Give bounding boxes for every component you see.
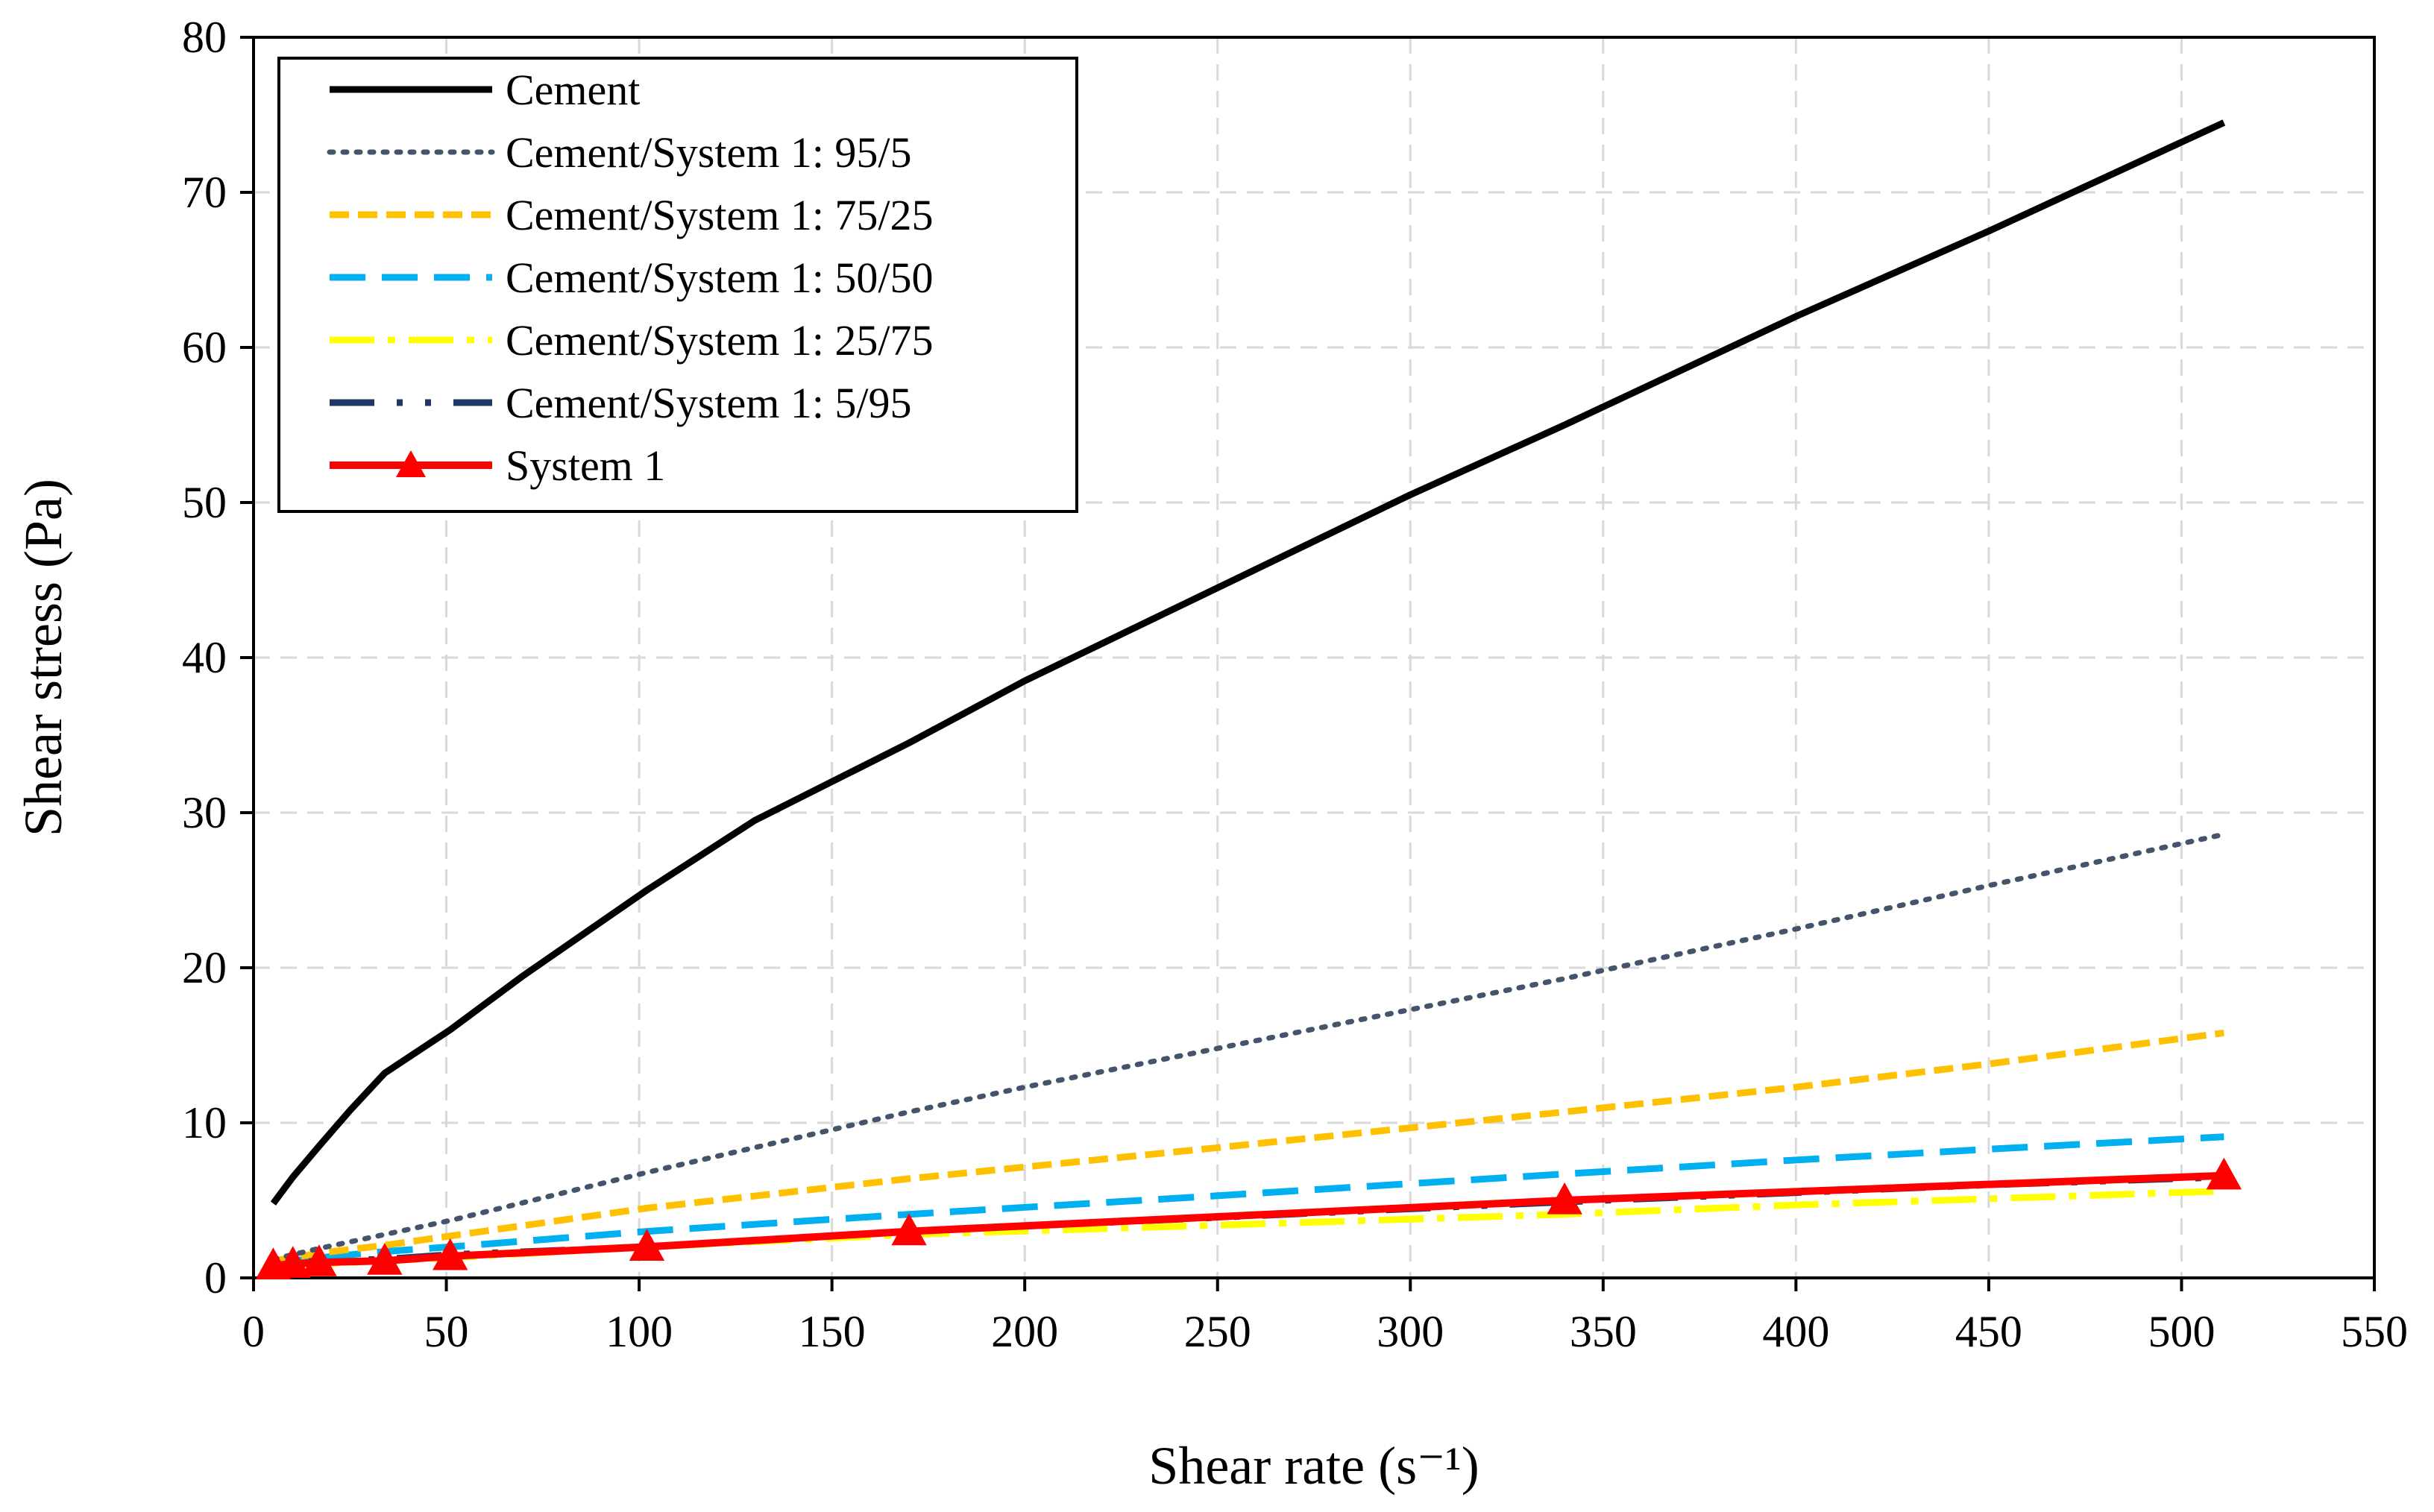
legend-entry: System 1 bbox=[330, 441, 665, 490]
legend-label: Cement bbox=[506, 66, 640, 114]
data-point-marker bbox=[1547, 1182, 1582, 1215]
x-tick-label: 450 bbox=[1955, 1307, 2022, 1356]
series-cement bbox=[270, 119, 2226, 1206]
legend-entry: Cement bbox=[330, 66, 640, 114]
legend-items: Cement Cement/System 1: 95/5 Cement/System… bbox=[327, 66, 934, 490]
y-tick-label: 10 bbox=[182, 1098, 227, 1147]
data-point-marker bbox=[367, 1243, 403, 1275]
legend-label: Cement/System 1: 75/25 bbox=[506, 191, 934, 239]
y-tick-label: 0 bbox=[204, 1253, 227, 1302]
y-tick-label: 80 bbox=[182, 13, 227, 62]
x-tick-label: 400 bbox=[1762, 1307, 1829, 1356]
y-tick-label: 20 bbox=[182, 943, 227, 992]
data-point-marker bbox=[629, 1229, 665, 1261]
series-layer bbox=[255, 119, 2242, 1279]
series-line bbox=[273, 1133, 2224, 1266]
x-tick-label: 350 bbox=[1570, 1307, 1637, 1356]
y-tick-label: 60 bbox=[182, 323, 227, 372]
x-tick-label: 50 bbox=[424, 1307, 469, 1356]
legend: Cement Cement/System 1: 95/5 Cement/System… bbox=[277, 57, 1078, 513]
legend-box bbox=[277, 57, 1078, 513]
legend-label: Cement/System 1: 25/75 bbox=[506, 316, 934, 365]
data-point-marker bbox=[2206, 1157, 2242, 1190]
series-cement-system-1-95-5 bbox=[270, 831, 2227, 1262]
series-line bbox=[270, 831, 2227, 1262]
x-tick-label: 150 bbox=[799, 1307, 866, 1356]
series-line bbox=[270, 119, 2226, 1206]
legend-entry: Cement/System 1: 5/95 bbox=[330, 379, 912, 427]
data-point-marker bbox=[433, 1238, 468, 1270]
tick-layer: 0 50 100 150 200 250 300 350 400 450 500 550 0 10 20 30… bbox=[182, 13, 2408, 1356]
x-tick-label: 550 bbox=[2341, 1307, 2408, 1356]
legend-label: Cement/System 1: 95/5 bbox=[506, 128, 912, 177]
y-tick-label: 70 bbox=[182, 168, 227, 217]
legend-label: Cement/System 1: 50/50 bbox=[506, 253, 934, 302]
series-cement-system-1-50-50 bbox=[273, 1133, 2224, 1266]
y-axis-title: Shear stress (Pa) bbox=[13, 479, 73, 837]
legend-label: Cement/System 1: 5/95 bbox=[506, 379, 912, 427]
legend-entry: Cement/System 1: 50/50 bbox=[330, 253, 934, 302]
x-tick-label: 100 bbox=[606, 1307, 673, 1356]
data-point-marker bbox=[301, 1244, 337, 1276]
x-axis-title: Shear rate (s⁻¹) bbox=[1148, 1436, 1479, 1496]
legend-entry: Cement/System 1: 95/5 bbox=[327, 128, 912, 177]
series-system-1 bbox=[255, 1157, 2242, 1279]
data-point-marker bbox=[275, 1246, 311, 1278]
x-tick-label: 200 bbox=[991, 1307, 1058, 1356]
legend-label: System 1 bbox=[506, 441, 665, 490]
series-cement-system-1-25-75 bbox=[273, 1188, 2224, 1270]
x-tick-label: 300 bbox=[1377, 1307, 1444, 1356]
y-tick-label: 30 bbox=[182, 788, 227, 837]
x-tick-label: 250 bbox=[1184, 1307, 1251, 1356]
legend-entry: Cement/System 1: 25/75 bbox=[330, 316, 934, 365]
x-tick-label: 0 bbox=[242, 1307, 265, 1356]
data-point-marker bbox=[891, 1213, 927, 1246]
legend-entry: Cement/System 1: 75/25 bbox=[330, 191, 934, 239]
y-tick-label: 50 bbox=[182, 478, 227, 527]
series-line bbox=[273, 1188, 2224, 1270]
legend-marker bbox=[396, 450, 426, 477]
x-tick-label: 500 bbox=[2148, 1307, 2215, 1356]
y-tick-label: 40 bbox=[182, 633, 227, 682]
